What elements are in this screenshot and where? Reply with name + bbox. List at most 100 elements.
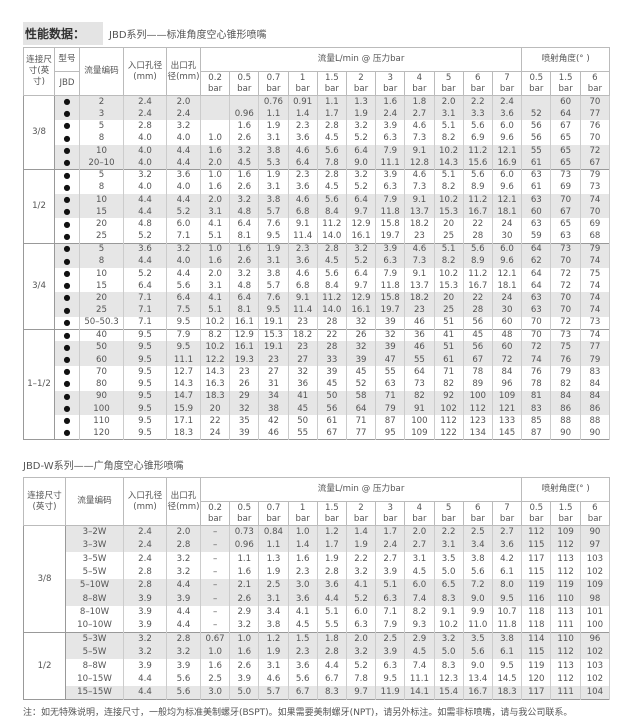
table-cell: 2.5 xyxy=(375,632,406,647)
table-cell: – xyxy=(199,565,231,580)
table-cell: 3.6 xyxy=(287,592,318,606)
type-marker: ● xyxy=(54,144,80,157)
table-cell: 16.3 xyxy=(199,378,231,391)
table-cell: 23 xyxy=(404,304,435,317)
table-cell: 24 xyxy=(491,218,523,231)
table-cell: 5 xyxy=(79,168,124,182)
table-cell: 6.0 xyxy=(491,242,523,256)
table-cell: 1.1 xyxy=(258,107,289,121)
table-row: 8–8W 3.9 3.9–2.6 3.1 3.6 4.4 5.2 6.3 7.4 8.3 9.0 9.… xyxy=(24,592,611,606)
table-cell: 5.2 xyxy=(345,181,377,194)
table-row: ● 25 5.2 7.1 5.1 8.1 9.5 11.4 14.0 16.1 19.7 23 25 28… xyxy=(24,230,611,244)
table-cell: 8.4 xyxy=(316,279,347,293)
table-cell: 3.2 xyxy=(433,632,464,647)
table-cell: 1.8 xyxy=(404,94,435,108)
table-cell: 35 xyxy=(229,415,260,428)
table-cell: 2.5 xyxy=(258,579,289,593)
table-cell: 11.8 xyxy=(375,206,406,219)
table-row: 3–5W 2.4 3.2–1.1 1.3 1.6 1.9 2.2 2.7 3.1 3.5 3.8 4.… xyxy=(24,552,611,566)
table-cell: 11.0 xyxy=(462,619,493,633)
table-cell: 25 xyxy=(433,230,464,244)
table-cell: 1.7 xyxy=(316,538,347,553)
table-row: 1/2 5–3W 3.2 2.8 0.67 1.0 1.2 1.5 1.8 2.0 2.5 2.9 3.… xyxy=(23,632,611,701)
table-cell: 13.4 xyxy=(462,672,493,687)
table-cell: 1.4 xyxy=(287,538,318,553)
table-cell: 6.8 xyxy=(287,206,318,219)
table-cell: 8.1 xyxy=(229,304,260,317)
table-cell: 6.4 xyxy=(345,144,377,157)
pressure-value: 3 xyxy=(387,502,393,513)
pressure-value: 6 xyxy=(592,502,598,513)
table-cell: 3.9 xyxy=(123,592,167,606)
table-cell: 1.6 xyxy=(229,168,260,182)
table-cell: 18.1 xyxy=(491,206,523,219)
table-cell: 0.96 xyxy=(229,107,260,121)
table-cell: 40 xyxy=(79,328,124,342)
table-cell: 42 xyxy=(258,415,289,428)
table-cell: 86 xyxy=(579,402,611,416)
table-cell: 20 xyxy=(79,218,124,231)
table-cell: 1.1 xyxy=(316,94,347,108)
table-cell: 9.7 xyxy=(345,279,377,293)
table-cell: 104 xyxy=(579,686,611,700)
table-cell: 3.8 xyxy=(258,619,289,633)
table-cell: 6.1 xyxy=(491,565,523,580)
table-cell: 12.8 xyxy=(404,156,435,170)
table-cell: 56 xyxy=(462,316,493,330)
table-cell: 3.2 xyxy=(345,646,377,660)
table-cell: 71 xyxy=(375,390,406,403)
table-cell: 1.0 xyxy=(199,132,231,145)
table-cell: 2.3 xyxy=(287,168,318,182)
table-cell: 95 xyxy=(375,427,406,440)
table-cell: 9.5 xyxy=(258,304,289,317)
table-cell: 12.9 xyxy=(229,328,260,342)
table-cell: 4.6 xyxy=(404,120,435,133)
table-cell: 5.1 xyxy=(316,605,347,620)
table-cell: 60 xyxy=(491,316,523,330)
table-cell: 80 xyxy=(79,378,124,391)
table-cell: 102 xyxy=(579,565,611,580)
table-cell: 110 xyxy=(550,632,581,647)
table-cell: 1.0 xyxy=(199,168,231,182)
table-cell: 4.4 xyxy=(123,672,167,687)
table-cell: 67 xyxy=(579,156,611,170)
table-cell: 6.4 xyxy=(229,218,260,231)
table-cell xyxy=(199,94,231,108)
table-row: ● 20 7.1 6.4 4.1 6.4 7.6 9.1 11.2 12.9 15.8 18.2 20 2… xyxy=(24,292,611,305)
type-marker: ● xyxy=(54,366,80,379)
table-cell: 68 xyxy=(579,230,611,244)
table-cell: 7.9 xyxy=(375,144,406,157)
table-cell: 5.2 xyxy=(345,592,377,606)
table-cell: 12.2 xyxy=(199,353,231,367)
pressure-value: 0.5 xyxy=(237,72,252,83)
table-cell: 7.1 xyxy=(123,292,167,305)
table-cell: 2.1 xyxy=(229,579,260,593)
table-cell: 22 xyxy=(316,328,347,342)
table-cell: 5.7 xyxy=(258,686,289,700)
table-cell: 12.9 xyxy=(345,218,377,231)
table-cell: 8 xyxy=(79,255,124,268)
table-cell: 6.1 xyxy=(491,646,523,660)
table-cell: 65 xyxy=(550,156,581,170)
table-cell: 123 xyxy=(462,415,493,428)
table-cell: 74 xyxy=(579,255,611,268)
table-cell: 3.2 xyxy=(345,168,377,182)
table-cell: 84 xyxy=(579,378,611,391)
header-row-pressures: JBD 0.2 bar 0.5 bar 0.7 bar 1 bar 1.5 bar 2 bar 3 bar 4… xyxy=(24,71,611,96)
table-row: ● 70 9.5 12.7 14.3 23 27 32 39 45 55 64 71 78 84 76 79 83 xyxy=(24,366,611,379)
table-cell: 113 xyxy=(550,659,581,673)
table-cell: 41 xyxy=(433,328,464,342)
header-pressure: 1 bar xyxy=(287,71,318,96)
table-cell: 2.6 xyxy=(229,659,260,673)
header-angle-pressure: 1.5 bar xyxy=(550,71,581,96)
table-cell: 6.8 xyxy=(287,279,318,293)
table-cell: 73 xyxy=(550,168,581,182)
table-cell: 5.1 xyxy=(199,230,231,244)
header-pressure: 1 bar xyxy=(287,501,318,526)
pressure-value: 0.7 xyxy=(266,502,281,513)
table-cell: 36 xyxy=(287,378,318,391)
table-cell: 29 xyxy=(229,390,260,403)
table-cell: 18.3 xyxy=(166,427,201,440)
header-pressure: 1.5 bar xyxy=(316,501,347,526)
pressure-unit: bar xyxy=(587,513,603,524)
